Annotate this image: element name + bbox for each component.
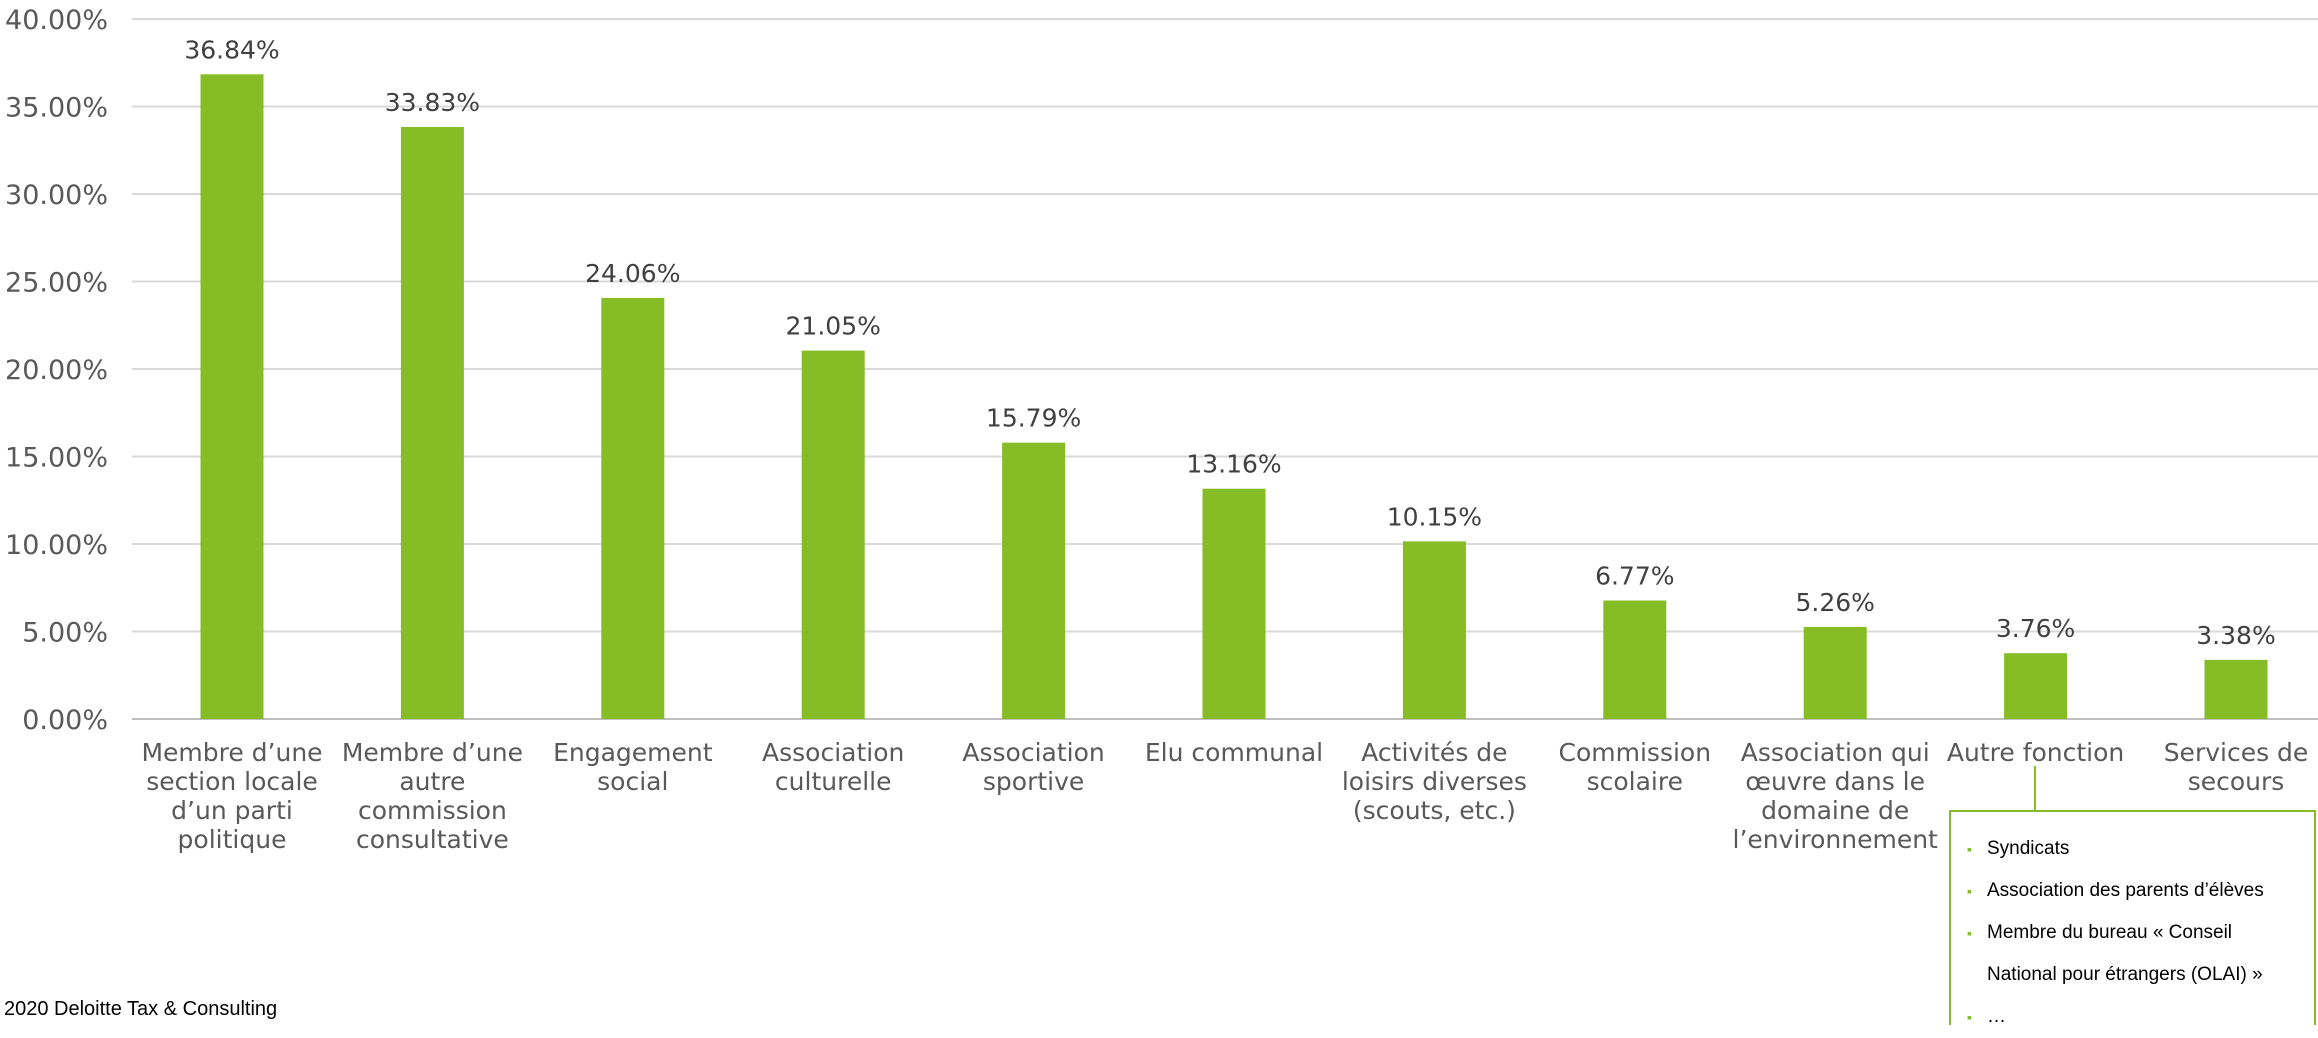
bar <box>400 126 464 720</box>
bar <box>1603 600 1667 719</box>
x-tick-label: Membre d’une section locale d’un parti poli… <box>141 738 322 854</box>
data-label: 15.79% <box>986 404 1081 433</box>
bullet-icon: ▪ <box>1967 883 1972 899</box>
x-tick-label: Services de secours <box>2164 738 2309 796</box>
x-axis-labels: Membre d’une section locale d’un parti poli… <box>141 738 2308 854</box>
y-tick-label: 5.00% <box>22 618 108 649</box>
data-label: 13.16% <box>1186 450 1281 479</box>
x-tick-label: Membre d’une autre commission consultative <box>342 738 523 854</box>
list-item: ▪ Membre du bureau « Conseil National pou… <box>1967 912 2304 996</box>
data-label: 36.84% <box>184 35 279 64</box>
bullet-icon: ▪ <box>1967 1009 1972 1025</box>
bar <box>1402 541 1466 719</box>
data-label: 33.83% <box>385 88 480 117</box>
annotation-connector <box>2034 766 2036 812</box>
y-tick-label: 15.00% <box>5 443 108 474</box>
bar-chart: 0.00% 5.00% 10.00% 15.00% 20.00% 25.00% 30.00%… <box>5 5 2318 854</box>
data-label: 6.77% <box>1595 562 1674 591</box>
list-item: ▪… <box>1967 996 2304 1038</box>
y-tick-label: 30.00% <box>5 180 108 211</box>
bar <box>1803 626 1867 719</box>
bullet-icon: ▪ <box>1967 841 1972 857</box>
y-tick-label: 40.00% <box>5 5 108 36</box>
y-tick-label: 20.00% <box>5 355 108 386</box>
data-label: 10.15% <box>1387 502 1482 531</box>
x-tick-label: Association qui œuvre dans le domaine de l’… <box>1733 738 1939 854</box>
x-tick-label: Engagement social <box>553 738 713 796</box>
x-tick-label: Association culturelle <box>762 738 904 796</box>
x-tick-label: Commission scolaire <box>1559 738 1712 796</box>
bar <box>601 297 665 719</box>
bar <box>2004 653 2068 719</box>
y-tick-label: 35.00% <box>5 93 108 124</box>
y-axis-ticks: 0.00% 5.00% 10.00% 15.00% 20.00% 25.00% 30.00%… <box>5 5 108 736</box>
data-label: 5.26% <box>1795 588 1874 617</box>
bar <box>1202 488 1266 719</box>
bars <box>200 74 2268 720</box>
data-label: 24.06% <box>585 259 680 288</box>
data-label: 3.76% <box>1996 614 2075 643</box>
list-item: ▪ Syndicats <box>1967 828 2304 870</box>
bar <box>2204 659 2268 719</box>
x-tick-label: Association sportive <box>962 738 1104 796</box>
data-label: 3.38% <box>2196 621 2275 650</box>
footer-copyright: 2020 Deloitte Tax & Consulting <box>4 998 278 1020</box>
data-labels: 36.84% 33.83% 24.06% 21.05% 15.79% 13.16% 10.1… <box>184 35 2275 650</box>
x-tick-label: Activités de loisirs diverses (scouts, etc… <box>1342 738 1527 825</box>
gridlines <box>132 18 2318 720</box>
other-function-list: ▪ Syndicats ▪ Association des parents d’él… <box>1967 828 2304 1038</box>
y-tick-label: 10.00% <box>5 530 108 561</box>
y-tick-label: 25.00% <box>5 268 108 299</box>
other-function-details-box: ▪ Syndicats ▪ Association des parents d’él… <box>1949 810 2316 1027</box>
bar <box>200 74 264 720</box>
y-tick-label: 0.00% <box>22 705 108 736</box>
x-tick-label: Elu communal <box>1145 738 1323 767</box>
list-item: ▪ Association des parents d’élèves <box>1967 870 2304 912</box>
bar <box>1002 442 1066 719</box>
bar <box>801 350 865 719</box>
data-label: 21.05% <box>786 312 881 341</box>
x-tick-label: Autre fonction <box>1947 738 2124 767</box>
bullet-icon: ▪ <box>1967 925 1972 941</box>
